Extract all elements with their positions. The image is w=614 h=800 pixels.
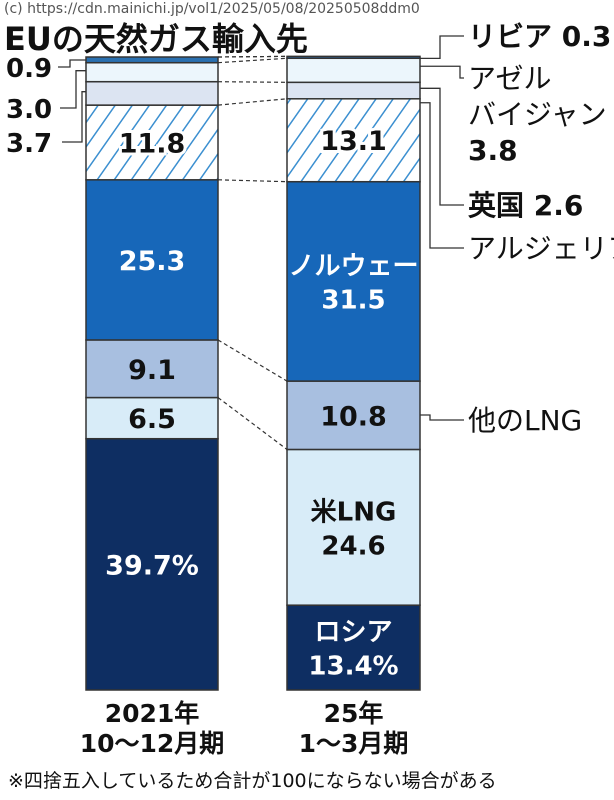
bar-segment-6-0 <box>85 61 219 83</box>
leader-line <box>420 65 464 79</box>
leader-line <box>420 102 464 249</box>
right-label: 英国 2.6 <box>468 189 583 222</box>
bar-segment-3-0 <box>85 179 219 341</box>
segment-label: 9.1 <box>128 355 176 386</box>
leader-line <box>420 87 464 206</box>
segment-label: 25.3 <box>119 246 186 277</box>
right-label: 3.8 <box>468 134 518 167</box>
connector-line <box>217 55 288 58</box>
watermark: (c) https://cdn.mainichi.jp/vol1/2025/05… <box>4 1 420 17</box>
segment-label: 6.5 <box>128 404 176 435</box>
chart-title: EUの天然ガス輸入先 <box>4 20 308 58</box>
bar-segment-7-0 <box>85 56 219 64</box>
bar-segment-3-1 <box>286 180 421 382</box>
category-label: 2021年 <box>105 699 200 728</box>
connector-line <box>217 397 288 450</box>
bar-segment-0-1 <box>286 604 421 691</box>
segment-label: 31.5 <box>321 285 385 315</box>
segment-label: ノルウェー <box>288 251 418 281</box>
category-label: 10〜12月期 <box>80 729 225 758</box>
left-value-label: 0.9 <box>6 54 52 84</box>
left-value-label: 3.0 <box>6 95 52 125</box>
bar-segment-0-0 <box>85 437 219 691</box>
right-label: リビア 0.3 <box>468 20 611 53</box>
category-label: 1〜3月期 <box>299 729 409 758</box>
connector-line <box>217 98 288 106</box>
segment-label: 10.8 <box>320 401 387 432</box>
leader-line <box>58 59 86 68</box>
segment-label: 13.1 <box>320 126 387 157</box>
category-label: 25年 <box>324 699 384 728</box>
connector-line <box>217 57 288 64</box>
bar-segment-7-1 <box>286 55 421 60</box>
segment-label: 11.8 <box>119 128 186 159</box>
segment-label: 24.6 <box>321 531 385 561</box>
connector-line <box>217 81 288 83</box>
right-label: アゼル <box>468 62 551 95</box>
bar-segment-4-0 <box>85 104 219 181</box>
segment-label: 39.7% <box>105 550 199 581</box>
bar-segment-6-1 <box>286 57 421 84</box>
bar-segment-5-0 <box>85 80 219 106</box>
right-label: アルジェリア <box>468 232 614 265</box>
leader-line <box>62 91 86 143</box>
leader-line <box>60 70 86 109</box>
connector-line <box>217 339 288 382</box>
right-label: 他のLNG <box>468 404 582 437</box>
leader-line <box>420 414 464 421</box>
segment-label: 米LNG <box>311 497 397 527</box>
bar-segment-5-1 <box>286 81 421 100</box>
bar-segment-2-0 <box>85 339 219 399</box>
leader-line <box>420 35 464 60</box>
right-label: バイジャン <box>468 98 607 131</box>
bar-segment-1-1 <box>286 448 421 606</box>
footnote: ※四捨五入しているため合計が100にならない場合がある <box>8 770 497 792</box>
left-value-label: 3.7 <box>6 129 52 159</box>
connector-line <box>217 179 288 183</box>
segment-label: ロシア <box>314 618 392 648</box>
bar-segment-4-1 <box>286 98 421 183</box>
bar-segment-2-1 <box>286 380 421 451</box>
segment-label: 13.4% <box>308 652 398 682</box>
